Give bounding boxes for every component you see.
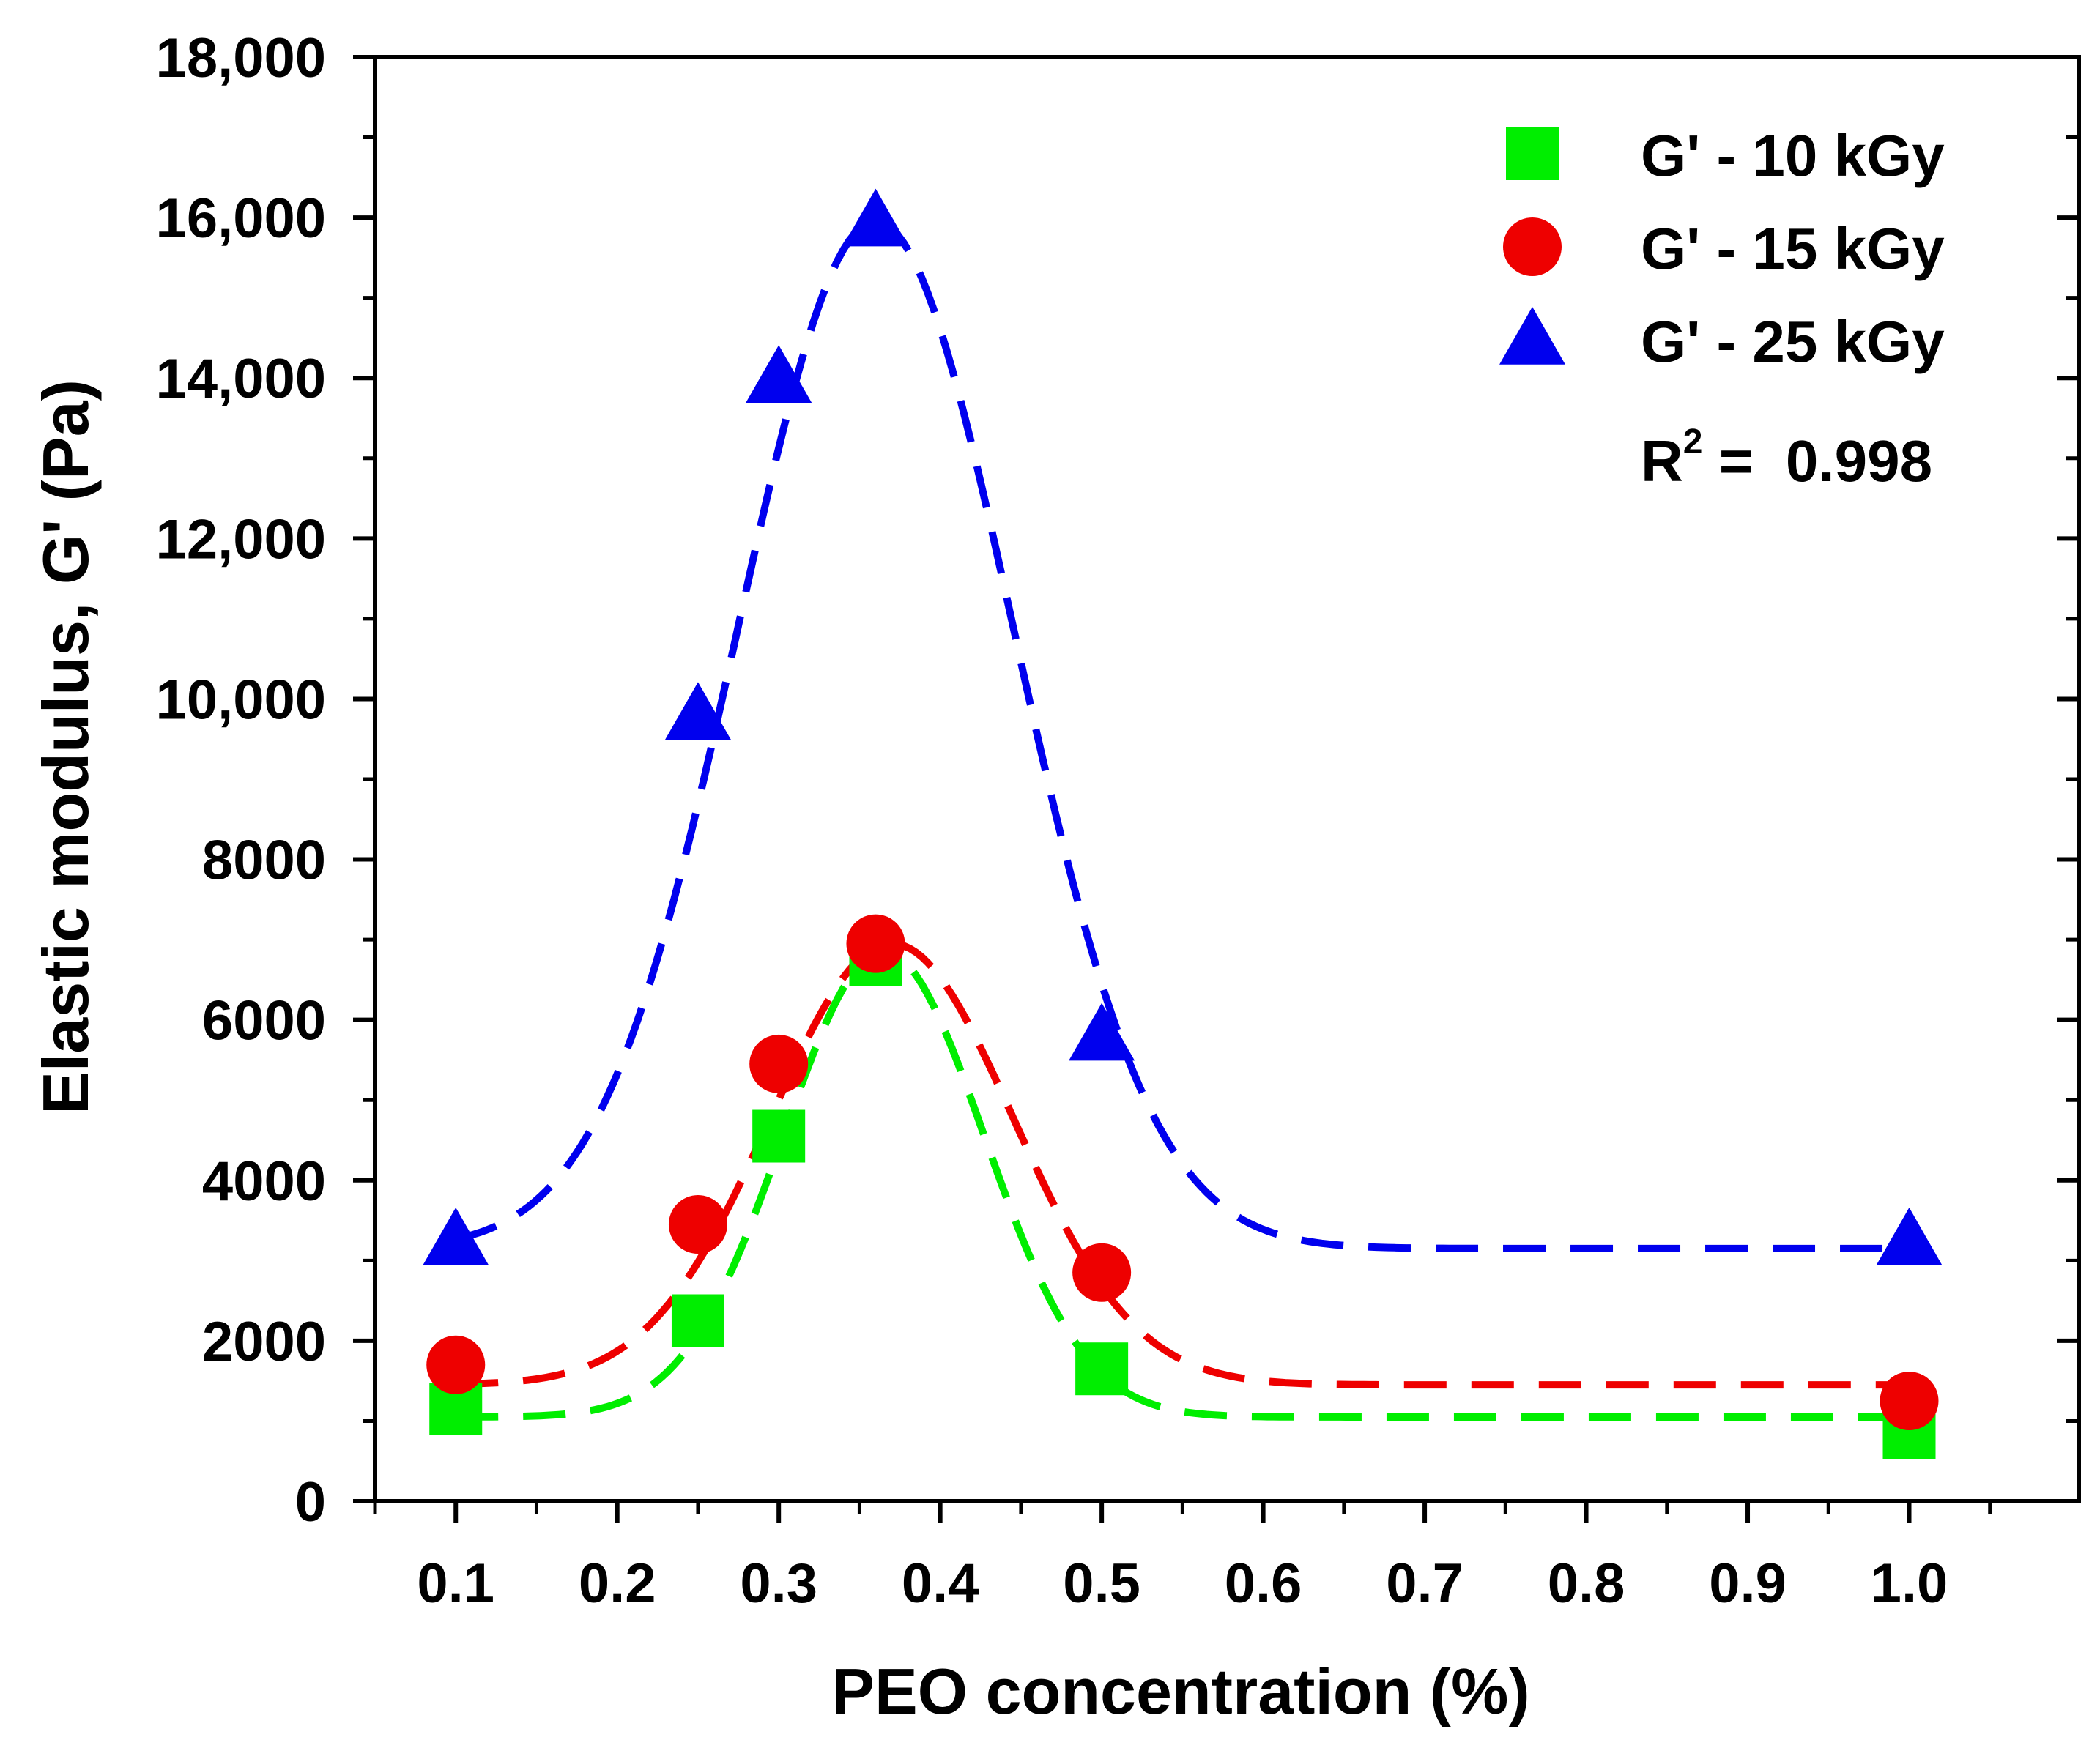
fit-curve-circle [456,940,1910,1389]
x-tick-label: 0.7 [1386,1552,1463,1615]
y-tick-label: 10,000 [156,669,326,731]
data-point-triangle [664,682,731,740]
y-tick-label: 2000 [202,1311,326,1373]
data-point-triangle [423,1207,489,1265]
fit-curve-square [456,948,1910,1421]
data-point-circle [426,1335,486,1394]
x-tick-label: 0.1 [417,1552,494,1615]
data-markers [423,188,1943,1459]
legend-label: G' - 10 kGy [1641,123,1945,188]
legend-label: G' - 15 kGy [1641,216,1945,281]
legend-marker-circle [1503,217,1562,276]
data-point-square [671,1294,724,1347]
y-tick-label: 0 [295,1471,326,1533]
y-tick-label: 16,000 [156,187,326,250]
x-tick-label: 1.0 [1871,1552,1948,1615]
y-tick-label: 4000 [202,1150,326,1213]
data-point-circle [846,914,905,973]
x-tick-label: 0.8 [1548,1552,1625,1615]
data-point-triangle [1876,1207,1943,1265]
data-point-circle [1072,1243,1132,1302]
data-point-circle [749,1034,809,1093]
y-tick-label: 8000 [202,830,326,892]
y-tick-label: 6000 [202,990,326,1052]
x-axis-title: PEO concentration (%) [831,1655,1529,1727]
data-point-triangle [746,345,812,403]
y-tick-label: 18,000 [156,27,326,89]
y-tick-label: 12,000 [156,508,326,570]
legend-label: G' - 25 kGy [1641,309,1945,374]
y-tick-label: 14,000 [156,348,326,410]
data-point-triangle [842,188,909,247]
r-squared-annotation: R2 = 0.998 [1641,423,1932,494]
tick-labels: 0.1 0.2 0.3 0.4 0.5 0.6 0.7 0.8 0.9 1.0 0 2000 4000 6… [156,27,1948,1615]
fit-curve-triangle [455,217,1910,1252]
legend-marker-square [1506,127,1559,180]
x-tick-label: 0.2 [579,1552,656,1615]
x-tick-label: 0.6 [1225,1552,1302,1615]
data-point-square [1075,1342,1129,1396]
r2-prefix: R [1641,428,1683,494]
legend: G' - 10 kGy G' - 15 kGy G' - 25 kGy [1499,123,1945,374]
x-tick-label: 0.4 [902,1552,979,1615]
r2-superscript: 2 [1683,423,1703,461]
data-point-circle [1880,1372,1939,1431]
data-point-triangle [1069,1003,1135,1061]
legend-marker-triangle [1499,307,1565,365]
x-tick-label: 0.5 [1063,1552,1140,1615]
x-tick-label: 0.3 [740,1552,817,1615]
data-point-square [752,1109,806,1163]
x-tick-label: 0.9 [1709,1552,1787,1615]
y-axis-title: Elastic modulus, G' (Pa) [29,379,102,1115]
r2-value: = 0.998 [1702,428,1932,494]
data-point-circle [668,1195,727,1254]
axes [353,55,2081,1523]
